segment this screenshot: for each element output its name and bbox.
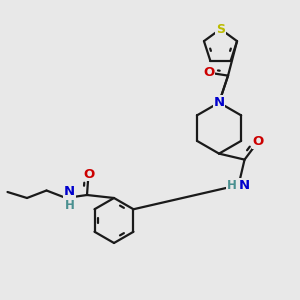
Text: N: N xyxy=(238,178,250,192)
Text: O: O xyxy=(83,167,94,181)
Text: O: O xyxy=(203,66,214,79)
Text: H: H xyxy=(227,178,237,192)
Text: N: N xyxy=(214,96,225,109)
Text: S: S xyxy=(216,22,225,36)
Text: N: N xyxy=(64,185,75,198)
Text: O: O xyxy=(252,135,264,148)
Text: H: H xyxy=(65,199,74,212)
Text: N: N xyxy=(214,96,225,109)
